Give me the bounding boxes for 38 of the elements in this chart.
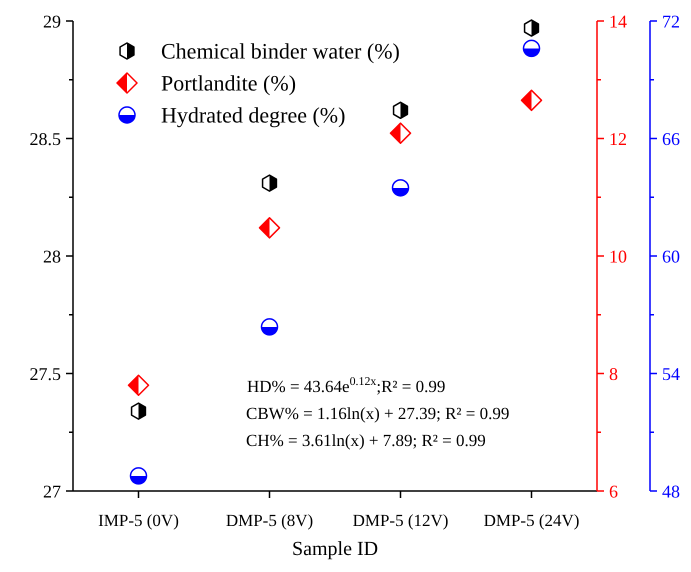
point	[390, 122, 412, 144]
point	[392, 179, 410, 197]
annotation: CBW% = 1.16ln(x) + 27.39; R² = 0.99	[246, 404, 510, 423]
y3-tick-label: 48	[662, 481, 680, 502]
point	[392, 102, 408, 120]
point	[130, 402, 146, 420]
y-tick-label: 29	[43, 11, 61, 32]
legend-label: Portlandite (%)	[161, 70, 296, 96]
annotation: CH% = 3.61ln(x) + 7.89; R² = 0.99	[246, 431, 486, 450]
y2-tick-label: 6	[609, 481, 618, 502]
y-tick-label: 27	[43, 481, 61, 502]
x-tick-label: IMP-5 (0V)	[98, 511, 179, 530]
y-tick-label: 28.5	[30, 128, 61, 149]
y2-tick-label: 12	[609, 128, 627, 149]
y-tick-label: 27.5	[30, 364, 61, 384]
point	[520, 90, 542, 112]
point	[130, 467, 148, 485]
legend-label: Chemical binder water (%)	[161, 38, 400, 64]
point	[128, 374, 150, 396]
point	[262, 174, 278, 192]
x-axis-title: Sample ID	[292, 538, 378, 560]
y3-tick-label: 54	[662, 364, 680, 384]
y2-tick-label: 10	[609, 246, 627, 266]
x-tick-label: DMP-5 (8V)	[226, 511, 314, 530]
y-tick-label: 28	[43, 246, 61, 266]
y2-tick-label: 14	[609, 11, 627, 32]
y3-tick-label: 72	[662, 11, 680, 32]
x-tick-label: DMP-5 (24V)	[484, 511, 580, 530]
point	[260, 318, 278, 336]
point	[522, 40, 540, 58]
y3-tick-label: 60	[662, 246, 680, 266]
point	[524, 19, 540, 37]
x-tick-label: DMP-5 (12V)	[352, 511, 448, 530]
y2-tick-label: 8	[609, 364, 618, 384]
annotation: HD% = 43.64e$^{0.12x}$;R² = 0.99	[247, 374, 446, 396]
legend-label: Hydrated degree (%)	[161, 102, 346, 128]
y3-tick-label: 66	[662, 128, 680, 149]
point	[258, 217, 280, 239]
